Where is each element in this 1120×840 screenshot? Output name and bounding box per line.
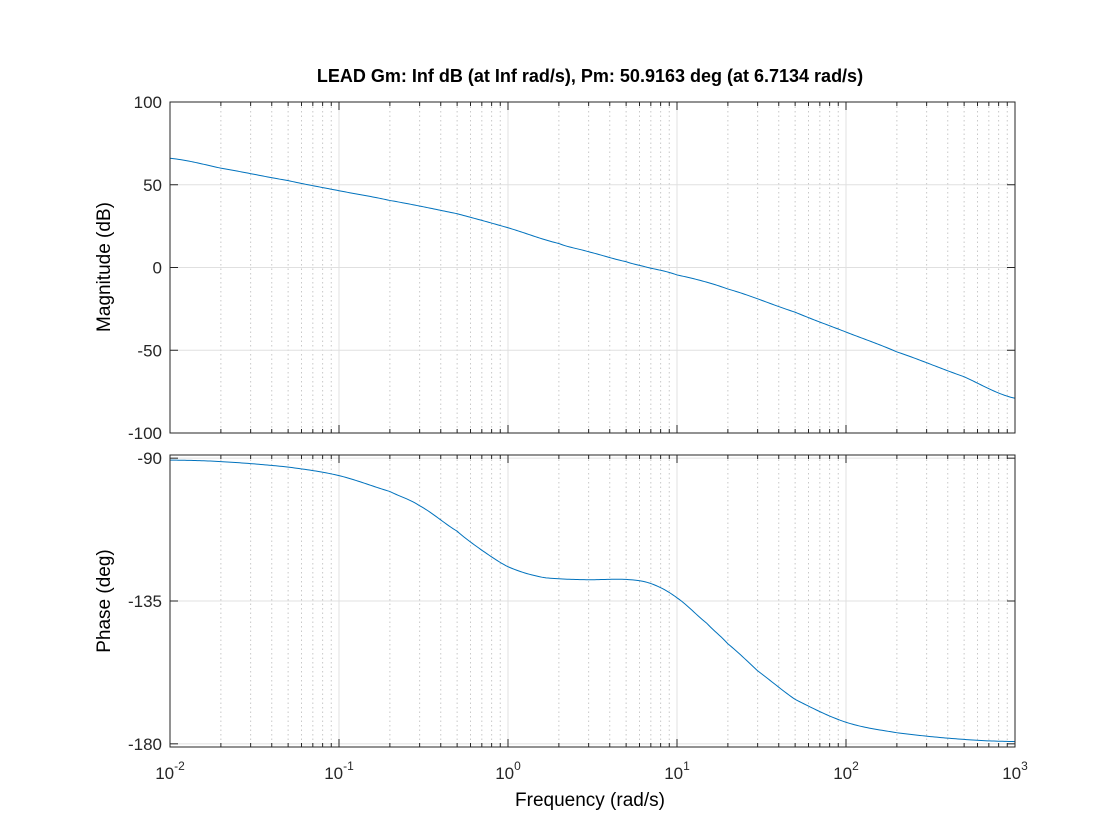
magnitude-y-axis-label: Magnitude (dB) <box>94 202 115 332</box>
chart-title: LEAD Gm: Inf dB (at Inf rad/s), Pm: 50.9… <box>317 66 863 86</box>
phase-panel: -90 -135 -180 Phase (deg) <box>94 449 1016 754</box>
y-tick-label: 0 <box>153 259 162 278</box>
x-tick-label: 10-1 <box>324 759 354 783</box>
phase-grid <box>169 455 1016 747</box>
magnitude-y-ticks: 100 50 0 -50 -100 <box>128 93 1015 443</box>
magnitude-panel: 100 50 0 -50 -100 Magnitude (dB) <box>94 93 1016 443</box>
x-tick-label: 101 <box>664 759 690 783</box>
phase-y-ticks: -90 -135 -180 <box>128 449 1015 754</box>
phase-y-axis-label: Phase (deg) <box>94 549 115 653</box>
x-tick-label: 103 <box>1002 759 1028 783</box>
y-tick-label: -50 <box>137 341 162 360</box>
x-tick-label: 100 <box>495 759 521 783</box>
y-tick-label: -90 <box>137 449 162 468</box>
x-tick-label: 102 <box>833 759 859 783</box>
y-tick-label: 50 <box>143 176 162 195</box>
y-tick-label: -180 <box>128 735 162 754</box>
y-tick-label: 100 <box>134 93 162 112</box>
y-tick-label: -135 <box>128 592 162 611</box>
phase-curve <box>169 459 1016 743</box>
magnitude-curve <box>169 157 1016 399</box>
x-tick-label: 10-2 <box>155 759 185 783</box>
y-tick-label: -100 <box>128 424 162 443</box>
x-axis-label: Frequency (rad/s) <box>515 790 665 811</box>
x-tick-labels: 10-2 10-1 100 101 102 103 <box>155 759 1028 783</box>
